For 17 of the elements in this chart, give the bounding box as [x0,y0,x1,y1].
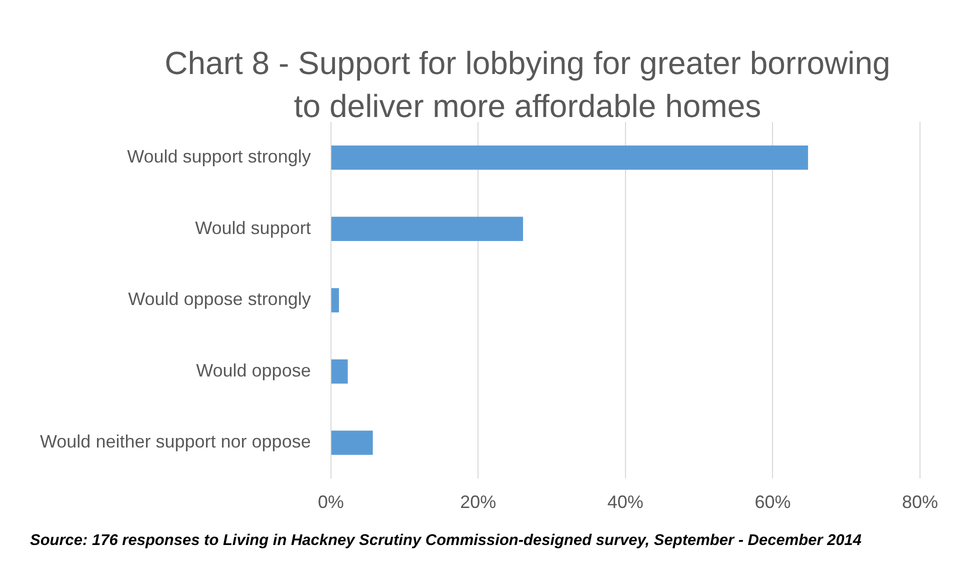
chart-title: Chart 8 - Support for lobbying for greater borrowing to deliver more affordable homes [164,44,892,126]
x-tick-label: 0% [318,492,344,512]
x-tick-label: 60% [754,492,791,512]
y-tick-label: Would oppose [196,360,311,380]
y-tick-label: Would neither support nor oppose [40,432,311,452]
y-tick-label: Would oppose strongly [128,289,311,310]
x-tick-label: 20% [460,492,496,512]
x-tick-label: 80% [902,492,938,512]
bar [331,288,339,312]
y-tick-label: Would support strongly [127,146,311,167]
bar [331,430,373,455]
bar [331,216,524,242]
bar [331,359,348,384]
y-tick-label: Would support [195,218,311,238]
source-note: Source: 176 responses to Living in Hackney Scrutiny Commission-designed survey, September - December 2014 [30,531,863,551]
x-tick-label: 40% [607,492,644,512]
bar [331,146,808,170]
